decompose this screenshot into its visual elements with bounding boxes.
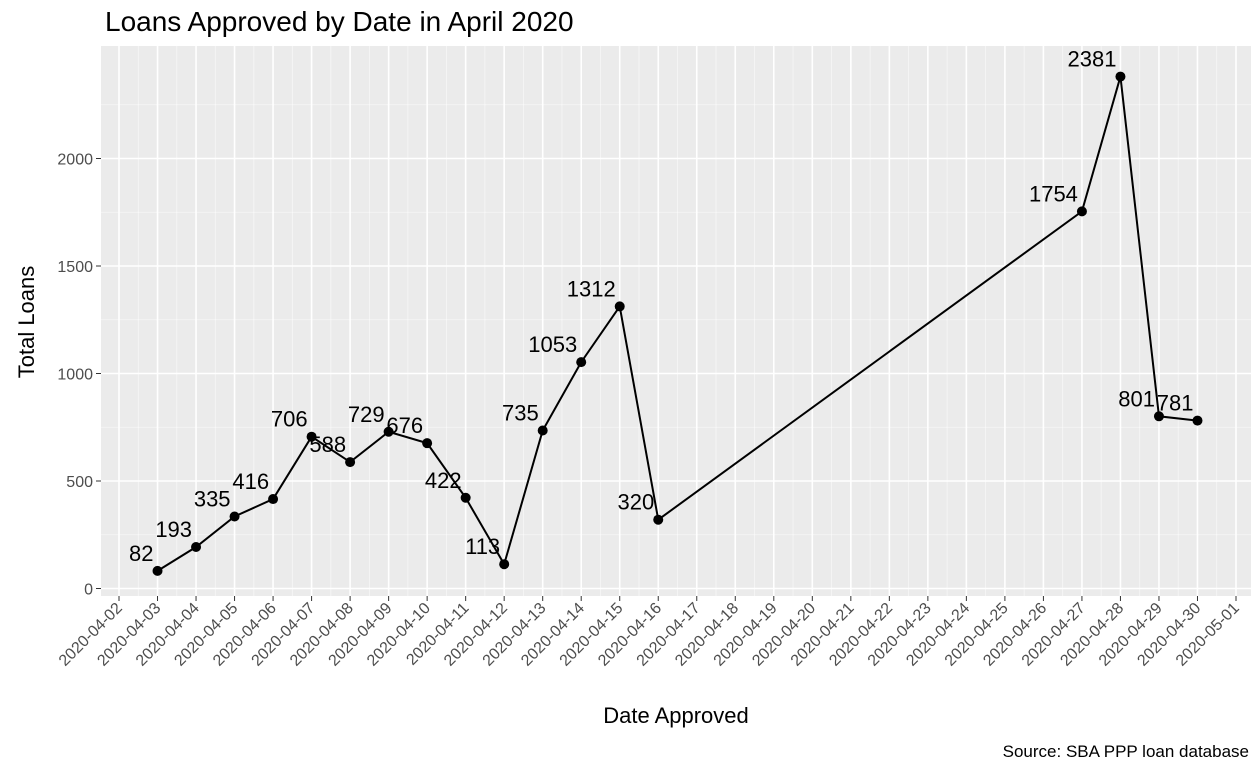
data-point — [460, 492, 471, 503]
data-point — [1153, 411, 1164, 422]
data-point — [383, 426, 394, 437]
source-caption: Source: SBA PPP loan database — [1003, 742, 1249, 761]
series-line — [156, 76, 1198, 572]
data-point — [345, 457, 356, 468]
data-point — [653, 514, 664, 525]
data-point — [306, 431, 317, 442]
data-point — [1115, 71, 1126, 82]
data-label: 1053 — [528, 332, 577, 357]
y-axis-ticks: 0 500 1000 1500 2000 — [57, 152, 101, 599]
data-label: 113 — [465, 534, 500, 559]
data-label: 729 — [348, 402, 385, 427]
y-tick-label: 1500 — [57, 259, 93, 276]
data-label: 781 — [1157, 391, 1194, 416]
data-label: 2381 — [1067, 47, 1116, 72]
major-gridlines — [101, 46, 1251, 596]
data-point — [152, 565, 163, 576]
minor-gridlines — [101, 46, 1251, 596]
series-polyline — [156, 76, 1198, 572]
data-point — [191, 542, 202, 553]
chart-title: Loans Approved by Date in April 2020 — [105, 6, 574, 37]
data-label: 706 — [271, 407, 308, 432]
data-label: 422 — [425, 468, 462, 493]
data-point — [537, 425, 548, 436]
data-points — [152, 71, 1203, 576]
data-label: 801 — [1118, 386, 1155, 411]
data-point — [422, 438, 433, 449]
data-label: 735 — [502, 400, 539, 425]
data-label: 82 — [129, 541, 153, 566]
x-axis-ticks: 2020-04-022020-04-032020-04-042020-04-05… — [56, 596, 1243, 670]
y-tick-label: 0 — [84, 582, 93, 599]
y-axis-title: Total Loans — [14, 266, 39, 379]
data-point — [1076, 206, 1087, 217]
data-label: 676 — [386, 413, 423, 438]
data-label: 320 — [618, 490, 655, 515]
y-tick-label: 500 — [66, 474, 93, 491]
data-point — [1192, 415, 1203, 426]
data-label: 416 — [232, 469, 269, 494]
data-point — [268, 494, 279, 505]
y-tick-label: 1000 — [57, 367, 93, 384]
data-label: 588 — [309, 432, 346, 457]
data-point — [614, 301, 625, 312]
data-point — [229, 511, 240, 522]
data-label: 335 — [194, 486, 231, 511]
data-point — [499, 559, 510, 570]
data-label: 1312 — [567, 276, 616, 301]
data-label: 193 — [155, 517, 192, 542]
y-tick-label: 2000 — [57, 152, 93, 169]
data-label: 1754 — [1029, 181, 1078, 206]
data-point — [576, 357, 587, 368]
x-axis-title: Date Approved — [603, 703, 749, 728]
